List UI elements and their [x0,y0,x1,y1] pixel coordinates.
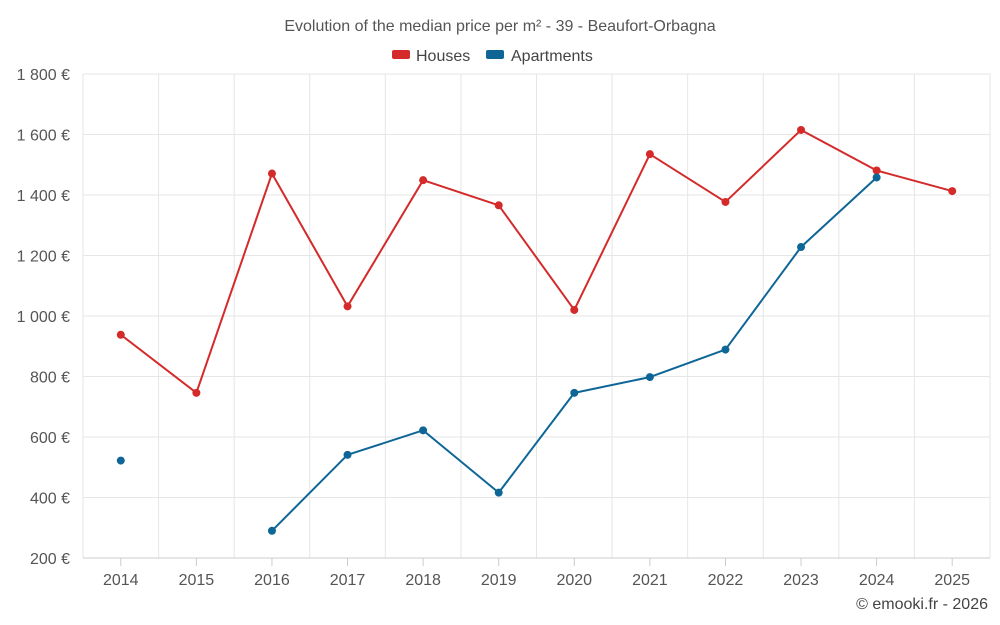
y-tick-label: 400 € [30,491,70,508]
series-apartments [116,173,881,535]
data-point-apartments-2020[interactable] [570,388,579,397]
y-tick-label: 1 600 € [17,128,70,145]
data-point-apartments-2023[interactable] [797,243,806,252]
legend: Houses Apartments [392,48,593,65]
x-tick-label: 2020 [556,572,592,589]
x-tick-label: 2019 [481,572,517,589]
y-tick-label: 200 € [30,551,70,568]
x-tick-label: 2017 [330,572,366,589]
x-tick-label: 2018 [405,572,441,589]
x-tick-label: 2014 [103,572,139,589]
y-tick-label: 1 200 € [17,249,70,266]
credit-text: © emooki.fr - 2026 [856,596,988,613]
data-point-apartments-2022[interactable] [721,345,730,354]
chart-title: Evolution of the median price per m² - 3… [284,18,715,35]
data-point-houses-2022[interactable] [721,197,730,206]
data-point-houses-2025[interactable] [948,187,957,196]
y-tick-label: 800 € [30,370,70,387]
data-point-houses-2016[interactable] [267,169,276,178]
x-tick-label: 2015 [179,572,215,589]
x-tick-label: 2016 [254,572,290,589]
data-point-apartments-2018[interactable] [419,426,428,435]
x-tick-label: 2022 [708,572,744,589]
data-point-apartments-2017[interactable] [343,450,352,459]
y-tick-label: 1 800 € [17,67,70,84]
data-point-houses-2024[interactable] [872,166,881,175]
data-point-apartments-2019[interactable] [494,488,503,497]
legend-swatch-houses [392,50,410,59]
data-point-houses-2014[interactable] [116,330,125,339]
data-point-apartments-2024[interactable] [872,173,881,182]
x-tick-label: 2024 [859,572,895,589]
x-tick-label: 2025 [934,572,970,589]
data-point-houses-2021[interactable] [645,150,654,159]
data-point-houses-2017[interactable] [343,302,352,311]
data-point-houses-2019[interactable] [494,201,503,210]
series-houses [116,125,957,397]
x-tick-label: 2023 [783,572,819,589]
data-point-apartments-2021[interactable] [645,373,654,382]
y-tick-label: 1 400 € [17,188,70,205]
data-point-houses-2023[interactable] [797,125,806,134]
data-point-houses-2018[interactable] [419,176,428,185]
y-tick-label: 1 000 € [17,309,70,326]
axes: 200 € 400 € 600 € 800 € 1 000 € 1 200 € 1 400 … [17,67,990,589]
x-tick-label: 2021 [632,572,668,589]
legend-swatch-apartments [486,50,504,59]
series-line-apartments [271,176,878,532]
data-point-houses-2015[interactable] [192,388,201,397]
legend-item-houses[interactable]: Houses [392,48,470,65]
series-line-houses [120,128,953,394]
legend-item-apartments[interactable]: Apartments [486,48,593,65]
data-point-apartments-2016[interactable] [267,526,276,535]
data-point-houses-2020[interactable] [570,305,579,314]
legend-label-apartments: Apartments [511,48,593,65]
series [116,125,957,535]
data-point-apartments-2014[interactable] [116,456,125,465]
y-tick-label: 600 € [30,430,70,447]
grid [82,73,991,559]
legend-label-houses: Houses [416,48,470,65]
